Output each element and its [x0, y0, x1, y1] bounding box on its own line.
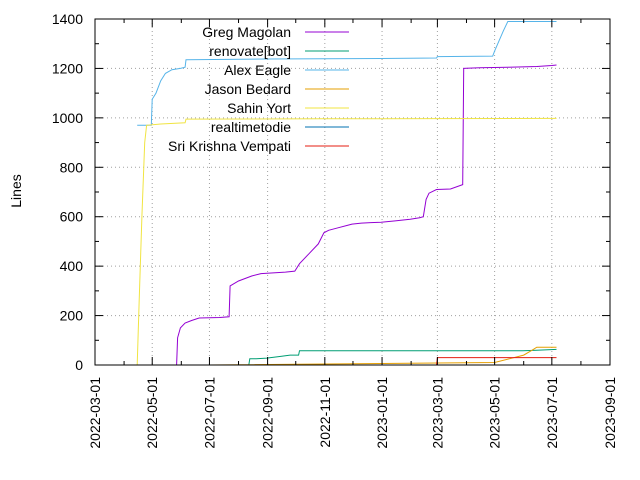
legend-label: Jason Bedard [205, 81, 291, 97]
y-tick-label: 1000 [52, 110, 83, 126]
x-tick-label: 2022-09-01 [260, 377, 276, 449]
x-tick-label: 2022-03-01 [87, 377, 103, 449]
x-tick-label: 2022-11-01 [317, 377, 333, 448]
legend-label: Sri Krishna Vempati [168, 138, 291, 154]
axis-ticks [94, 18, 611, 366]
x-tick-label: 2023-05-01 [487, 377, 503, 449]
series-line-alex-eagle [137, 21, 557, 126]
series-line-sri-krishna-vempati [436, 357, 557, 366]
series-line-greg-magolan [176, 64, 557, 366]
y-tick-label: 600 [60, 209, 84, 225]
x-tick-label: 2022-07-01 [201, 377, 217, 449]
x-tick-label: 2022-05-01 [144, 377, 160, 449]
legend-label: Greg Magolan [202, 24, 291, 40]
y-tick-label: 1200 [52, 60, 83, 76]
y-tick-labels: 0 200 400 600 800 1000 1200 1400 [52, 11, 83, 373]
plot-frame [94, 18, 611, 366]
x-tick-label: 2023-01-01 [374, 377, 390, 449]
series-lines [136, 21, 557, 366]
y-tick-label: 0 [75, 357, 83, 373]
series-line-sahin-yort [136, 117, 557, 366]
legend-label: renovate[bot] [209, 43, 291, 59]
series-line-jason-bedard [209, 346, 557, 366]
x-tick-label: 2023-07-01 [544, 377, 560, 449]
legend-label: Sahin Yort [227, 100, 291, 116]
y-tick-label: 200 [60, 308, 84, 324]
legend: Greg Magolan renovate[bot] Alex Eagle Jason… [168, 24, 349, 154]
series-line-renovate-bot [248, 348, 557, 366]
y-tick-label: 400 [60, 258, 84, 274]
x-tick-label: 2023-03-01 [429, 377, 445, 449]
x-tick-label: 2023-09-01 [602, 377, 618, 449]
y-tick-label: 1400 [52, 11, 83, 27]
x-tick-labels: 2022-03-01 2022-05-01 2022-07-01 2022-09-01… [87, 377, 618, 449]
legend-label: realtimetodie [211, 119, 291, 135]
legend-label: Alex Eagle [224, 62, 291, 78]
y-axis-label: Lines [8, 174, 24, 207]
y-tick-label: 800 [60, 159, 84, 175]
grid-lines [95, 19, 610, 365]
